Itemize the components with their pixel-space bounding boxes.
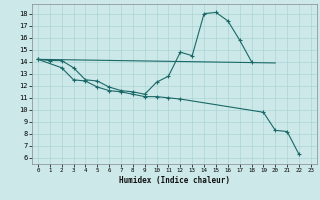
X-axis label: Humidex (Indice chaleur): Humidex (Indice chaleur): [119, 176, 230, 185]
